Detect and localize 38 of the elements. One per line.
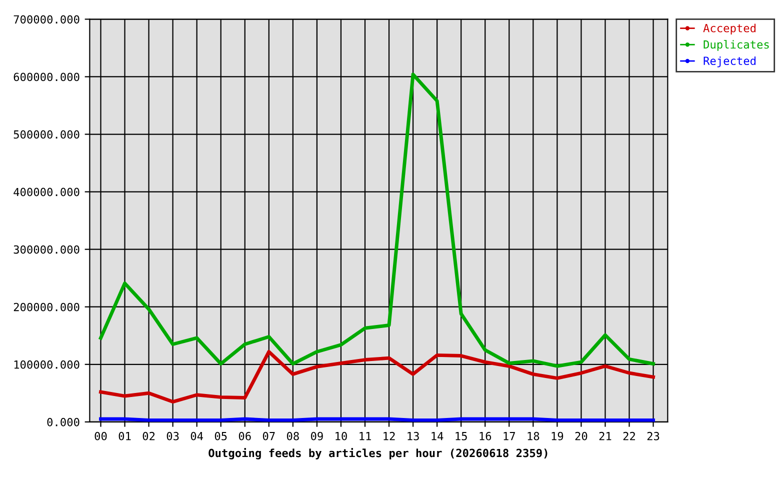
x-tick-label: 05 [214, 432, 227, 440]
x-tick-label: 14 [432, 432, 444, 440]
x-tick-label: 04 [190, 432, 203, 440]
x-tick-label: 00 [94, 432, 107, 440]
x-tick-label: 15 [456, 432, 467, 440]
line-series [99, 72, 655, 368]
x-tick-label: 22 [623, 432, 635, 440]
x-tick-label: 09 [310, 432, 323, 440]
y-tick-label: 500000.000 [14, 130, 80, 139]
x-tick-label: 16 [480, 432, 492, 440]
x-tick-label: 01 [118, 432, 131, 440]
x-tick-label: 06 [238, 432, 251, 440]
x-tick-label: 08 [286, 432, 299, 440]
x-tick-label: 02 [142, 432, 155, 440]
x-tick-label: 07 [262, 432, 275, 440]
x-tick-label: 19 [552, 432, 564, 440]
x-tick-label: 18 [528, 432, 540, 440]
legend-label: Accepted [703, 24, 756, 34]
y-tick-label: 400000.000 [14, 188, 80, 196]
x-tick-label: 11 [360, 432, 371, 440]
x-tick-label: 13 [408, 432, 419, 440]
x-tick-label: 21 [599, 432, 612, 440]
line-series [99, 350, 655, 404]
x-tick-label: 10 [336, 432, 347, 440]
y-tick-label: 300000.000 [14, 245, 80, 254]
x-tick-label: 03 [166, 432, 179, 440]
y-tick-label: 100000.000 [14, 360, 80, 369]
x-tick-label: 23 [647, 432, 660, 440]
y-tick-label: 200000.000 [14, 302, 80, 312]
y-tick-label: 700000.000 [14, 15, 80, 24]
y-tick-label: 0.000 [47, 418, 80, 426]
x-tick-label: 20 [575, 432, 588, 440]
x-tick-label: 17 [504, 432, 515, 440]
x-tick-label: 12 [384, 432, 395, 440]
legend-label: Duplicates [704, 40, 769, 51]
y-tick-label: 600000.000 [14, 72, 80, 82]
legend-label: Rejected [704, 56, 756, 68]
x-axis-title: Outgoing feeds by articles per hour (20260618 2359) [208, 448, 548, 460]
